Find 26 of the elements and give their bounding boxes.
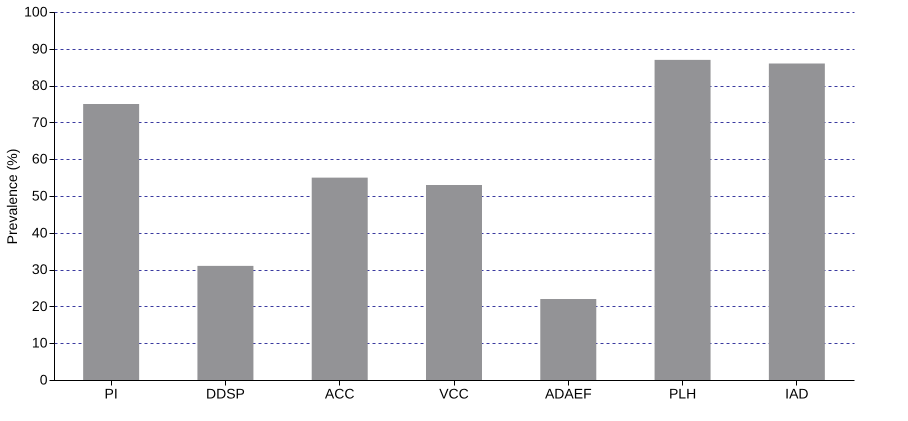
y-tick-label: 10: [32, 334, 48, 351]
x-tick-label: DDSP: [206, 386, 245, 402]
x-tick-label: ADAEF: [544, 386, 592, 402]
y-tick-label: 50: [32, 188, 48, 204]
bar: [654, 60, 711, 380]
y-tick-label: 90: [32, 40, 48, 56]
x-tick-label: IAD: [785, 386, 809, 402]
y-tick-label: 80: [32, 77, 48, 94]
y-tick-label: 70: [32, 114, 48, 130]
y-axis-title: Prevalence (%): [4, 148, 20, 244]
y-tick-label: 0: [40, 372, 48, 388]
y-tick-label: 40: [32, 224, 48, 240]
x-tick-label: PI: [104, 386, 118, 402]
y-tick-label: 100: [24, 4, 48, 20]
bar: [768, 64, 825, 380]
y-tick-label: 20: [32, 298, 48, 314]
x-tick-label: ACC: [324, 386, 354, 402]
bar: [197, 266, 254, 380]
y-tick-label: 30: [32, 261, 48, 278]
y-tick-label: 60: [32, 150, 48, 167]
bar: [312, 178, 368, 380]
bar: [540, 299, 596, 380]
bar: [426, 184, 482, 380]
x-tick-label: PLH: [668, 386, 696, 402]
x-tick-label: VCC: [439, 386, 469, 402]
bar: [83, 104, 140, 380]
